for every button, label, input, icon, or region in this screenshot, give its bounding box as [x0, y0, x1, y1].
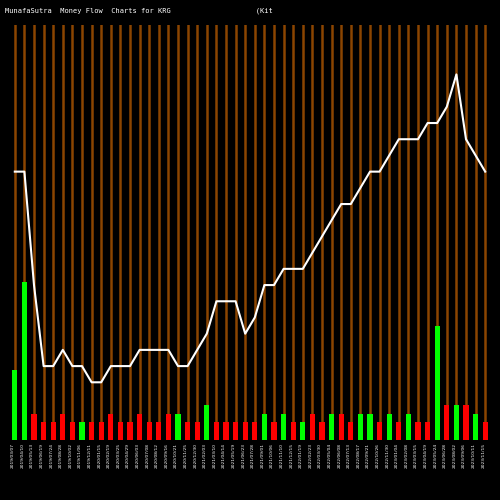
Bar: [204, 405, 210, 440]
Bar: [166, 414, 171, 440]
Bar: [224, 422, 228, 440]
Bar: [176, 414, 180, 440]
Bar: [368, 414, 372, 440]
Bar: [146, 422, 152, 440]
Bar: [185, 422, 190, 440]
Bar: [156, 422, 162, 440]
Bar: [425, 422, 430, 440]
Bar: [22, 282, 27, 440]
Bar: [396, 422, 402, 440]
Bar: [60, 414, 66, 440]
Bar: [482, 422, 488, 440]
Text: MunafaSutra  Money Flow  Charts for KRG                    (Kit                 : MunafaSutra Money Flow Charts for KRG (K…: [5, 8, 500, 14]
Bar: [377, 422, 382, 440]
Bar: [70, 422, 75, 440]
Bar: [214, 422, 219, 440]
Bar: [338, 414, 344, 440]
Bar: [128, 422, 132, 440]
Bar: [348, 422, 354, 440]
Bar: [137, 414, 142, 440]
Bar: [262, 414, 267, 440]
Bar: [281, 414, 286, 440]
Bar: [358, 414, 363, 440]
Bar: [12, 370, 18, 440]
Bar: [386, 414, 392, 440]
Bar: [32, 414, 36, 440]
Bar: [300, 422, 306, 440]
Bar: [416, 422, 420, 440]
Bar: [329, 414, 334, 440]
Bar: [233, 422, 238, 440]
Bar: [242, 422, 248, 440]
Bar: [406, 414, 411, 440]
Bar: [252, 422, 258, 440]
Bar: [98, 422, 104, 440]
Bar: [80, 422, 84, 440]
Bar: [290, 422, 296, 440]
Bar: [89, 422, 94, 440]
Bar: [272, 422, 276, 440]
Bar: [194, 422, 200, 440]
Bar: [118, 422, 123, 440]
Bar: [473, 414, 478, 440]
Bar: [41, 422, 46, 440]
Bar: [310, 414, 315, 440]
Bar: [444, 405, 450, 440]
Bar: [108, 414, 114, 440]
Bar: [454, 405, 459, 440]
Bar: [50, 422, 56, 440]
Bar: [434, 326, 440, 440]
Bar: [464, 405, 468, 440]
Bar: [320, 422, 324, 440]
